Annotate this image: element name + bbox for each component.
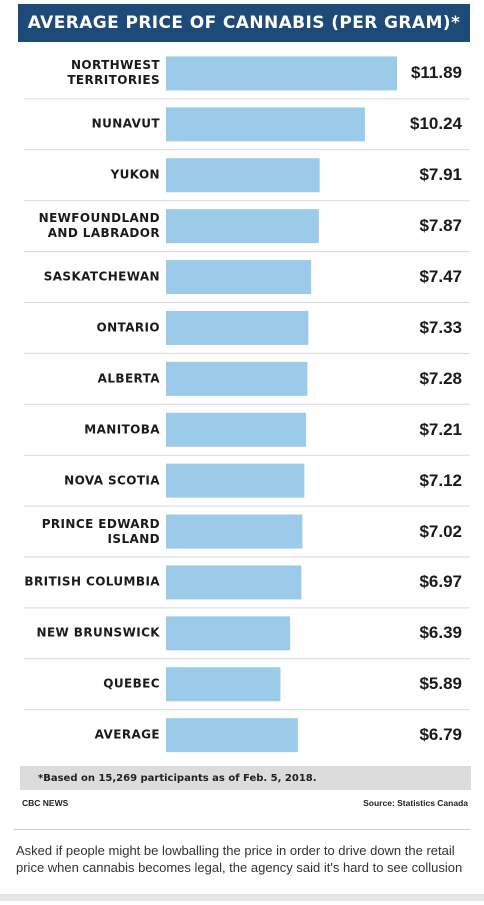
category-label: PRINCE EDWARD ISLAND (41, 516, 160, 546)
bar (166, 260, 312, 295)
category-label: BRITISH COLUMBIA (24, 574, 160, 589)
value-label: $7.87 (419, 216, 462, 236)
value-label: $6.97 (419, 572, 462, 592)
category-label: AVERAGE (94, 727, 160, 742)
value-label: $7.33 (419, 317, 462, 337)
value-label: $5.89 (419, 674, 462, 694)
value-label: $6.79 (419, 725, 462, 745)
value-label: $7.02 (419, 521, 462, 541)
credit-data-source: Source: Statistics Canada (363, 798, 468, 808)
value-label: $7.47 (419, 267, 462, 287)
value-label: $11.89 (410, 63, 462, 83)
bar (166, 412, 307, 447)
bar (166, 463, 305, 498)
category-label: MANITOBA (84, 422, 160, 437)
category-label: YUKON (110, 167, 160, 182)
bar (166, 718, 298, 753)
bar (166, 56, 397, 91)
category-label: NUNAVUT (91, 116, 160, 131)
category-label: NOVA SCOTIA (64, 473, 160, 488)
bar (166, 514, 303, 549)
category-label: NEWFOUNDLAND AND LABRADOR (38, 211, 160, 241)
value-label: $7.28 (419, 368, 462, 388)
divider (14, 829, 470, 830)
value-label: $10.24 (410, 114, 462, 134)
value-label: $6.39 (419, 623, 462, 643)
category-label: ONTARIO (96, 320, 160, 335)
credit-source-outlet: CBC NEWS (22, 798, 69, 808)
bar (166, 107, 365, 142)
bar (166, 361, 308, 396)
bar (166, 310, 309, 345)
bar (166, 158, 320, 193)
category-label: SASKATCHEWAN (43, 269, 160, 284)
bar (166, 209, 319, 244)
category-label: QUEBEC (103, 676, 160, 691)
chart-title: AVERAGE PRICE OF CANNABIS (PER GRAM)* (18, 4, 470, 42)
category-label: NEW BRUNSWICK (36, 625, 160, 640)
value-label: $7.91 (419, 165, 462, 185)
article-caption: Asked if people might be lowballing the … (16, 843, 463, 875)
bottom-bar (0, 894, 484, 901)
bar (166, 565, 302, 600)
category-label: NORTHWEST TERRITORIES (67, 58, 160, 88)
category-label: ALBERTA (97, 371, 160, 386)
bar (166, 616, 291, 651)
value-label: $7.21 (419, 419, 462, 439)
value-label: $7.12 (419, 470, 462, 490)
footnote: *Based on 15,269 participants as of Feb.… (20, 766, 471, 790)
bar (166, 667, 281, 702)
